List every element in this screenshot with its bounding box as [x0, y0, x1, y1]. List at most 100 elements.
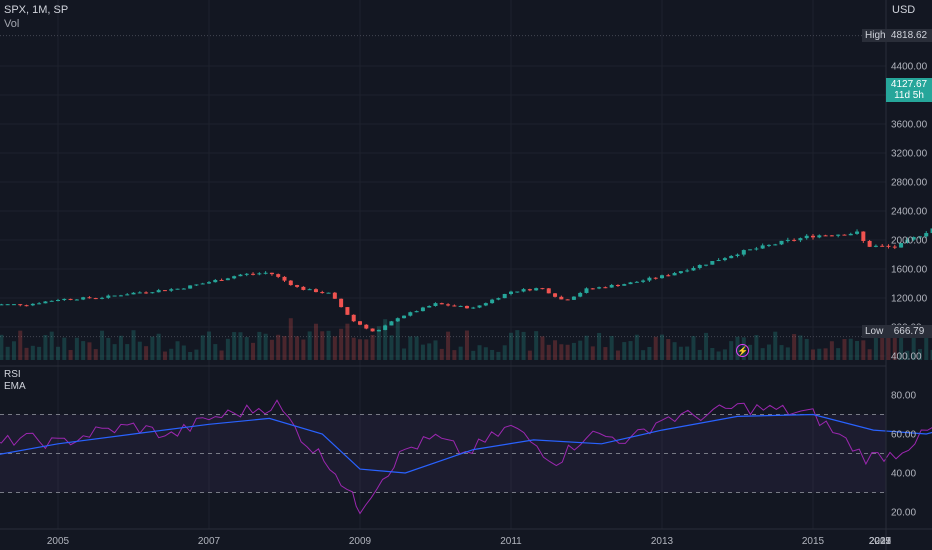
- volume-bar: [773, 331, 778, 360]
- price-tick-label: 2800.00: [891, 178, 928, 189]
- currency-label: USD: [892, 4, 916, 16]
- candle-body: [68, 298, 73, 300]
- volume-bar: [590, 346, 595, 360]
- candle-body: [137, 292, 142, 294]
- volume-bar: [106, 337, 111, 360]
- candle-body: [540, 288, 545, 290]
- price-tick-label: 4400.00: [891, 62, 928, 73]
- volume-bar: [622, 342, 627, 360]
- candle-body: [402, 315, 407, 319]
- candle-body: [93, 298, 98, 300]
- candle-body: [584, 288, 589, 293]
- candle-body: [62, 298, 67, 301]
- candle-body: [464, 305, 469, 309]
- candle-body: [106, 295, 111, 298]
- candle-body: [527, 289, 532, 291]
- candle-body: [905, 239, 910, 243]
- rsi-tick-label: 80.00: [891, 391, 916, 402]
- volume-bar: [792, 334, 797, 360]
- volume-bar: [144, 346, 149, 360]
- candle-body: [188, 285, 193, 289]
- volume-bar: [464, 330, 469, 360]
- candle-body: [873, 245, 878, 247]
- volume-bar: [402, 348, 407, 360]
- candle-body: [100, 297, 105, 299]
- volume-bar: [263, 333, 268, 360]
- candle-body: [295, 285, 300, 287]
- candle-body: [370, 328, 375, 332]
- candle-body: [332, 292, 337, 299]
- candle-body: [622, 284, 627, 286]
- volume-bar: [125, 344, 130, 360]
- volume-bar: [873, 334, 878, 360]
- candle-body: [56, 300, 60, 302]
- volume-bar: [301, 339, 306, 360]
- price-axis[interactable]: 4400.004000.003600.003200.002800.002400.…: [891, 62, 928, 363]
- volume-bar: [376, 326, 381, 360]
- volume-bar: [257, 331, 262, 360]
- volume-bar: [502, 345, 507, 360]
- candle-body: [395, 318, 400, 322]
- candle-body: [754, 248, 759, 250]
- price-tick-label: 2000.00: [891, 236, 928, 247]
- candle-body: [263, 272, 268, 274]
- price-tick-label: 1200.00: [891, 294, 928, 305]
- candle-body: [735, 254, 740, 256]
- rsi-band: [0, 414, 886, 493]
- volume-bar: [351, 337, 356, 360]
- candle-body: [200, 283, 205, 285]
- time-tick-label: 2019: [869, 536, 892, 547]
- candle-body: [634, 281, 639, 283]
- volume-bar: [722, 349, 727, 360]
- symbol-label: SPX, 1M, SP: [4, 4, 69, 16]
- volume-bar: [691, 336, 696, 360]
- candle-body: [685, 270, 690, 272]
- volume-bar: [150, 336, 155, 360]
- candle-body: [433, 303, 438, 306]
- volume-bar: [779, 345, 784, 360]
- volume-bar: [823, 348, 828, 360]
- candle-body: [578, 292, 583, 297]
- volume-bar: [766, 344, 771, 360]
- volume-bar: [100, 330, 105, 360]
- candle-body: [477, 305, 482, 308]
- candle-body: [628, 282, 633, 285]
- volume-bar: [345, 323, 350, 360]
- grid-lines: [0, 0, 886, 529]
- candle-body: [848, 233, 853, 236]
- candle-body: [339, 298, 344, 308]
- candle-body: [590, 288, 595, 290]
- candle-body: [207, 282, 211, 284]
- volume-bar: [515, 330, 520, 360]
- candle-body: [150, 292, 155, 294]
- candle-body: [641, 280, 646, 282]
- volume-bar: [452, 350, 457, 360]
- candle-body: [521, 289, 526, 292]
- volume-bar: [527, 350, 532, 360]
- candle-body: [276, 274, 281, 277]
- candle-body: [691, 267, 696, 271]
- volume-bar: [886, 336, 891, 360]
- candle-body: [697, 264, 702, 268]
- candle-body: [219, 279, 224, 281]
- volume-bar: [798, 335, 803, 360]
- candle-body: [358, 321, 362, 325]
- rsi-tick-label: 60.00: [891, 430, 916, 441]
- ema-line: [0, 413, 932, 474]
- volume-bar: [653, 336, 658, 360]
- candle-body: [313, 289, 318, 293]
- volume-bar: [30, 345, 35, 360]
- volume-bar: [748, 344, 753, 360]
- volume-bar: [408, 336, 413, 360]
- rsi-axis[interactable]: 80.00 60.00 40.00 20.00: [891, 391, 916, 519]
- time-axis[interactable]: 2005 2007 2009 2011 2013 2015 2017201920212023…: [47, 536, 892, 547]
- time-tick-label: 2015: [802, 536, 825, 547]
- flash-icon[interactable]: ⚡: [736, 344, 749, 357]
- candle-body: [836, 234, 841, 236]
- volume-bar: [571, 342, 576, 360]
- candle-body: [345, 307, 350, 315]
- candle-body: [609, 284, 614, 288]
- last-price-countdown: 11d 5h: [894, 90, 924, 101]
- candle-body: [213, 279, 218, 283]
